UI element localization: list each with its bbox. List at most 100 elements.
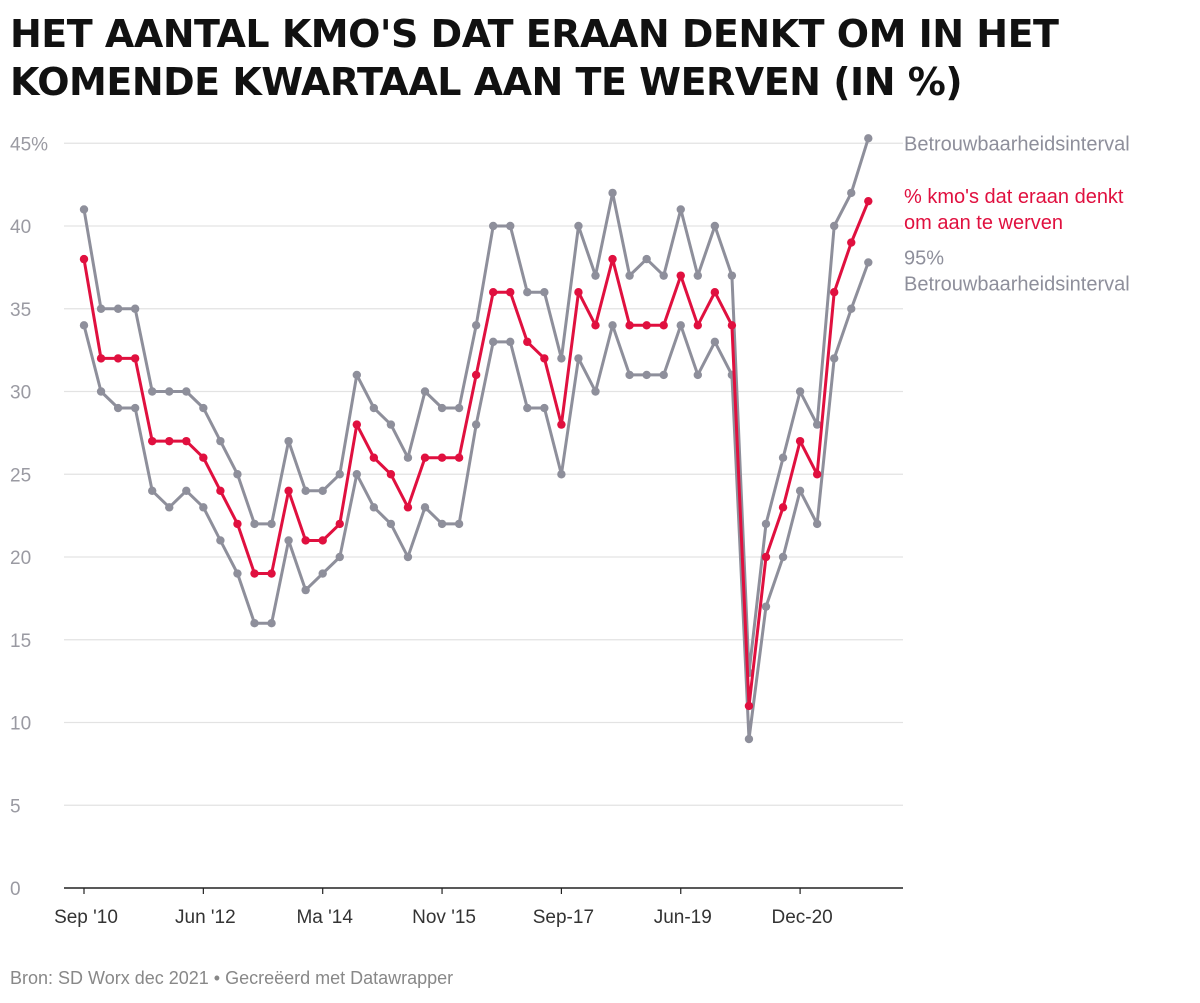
data-point bbox=[335, 552, 344, 562]
data-point bbox=[489, 221, 498, 231]
data-point bbox=[301, 486, 310, 495]
data-point bbox=[113, 403, 123, 413]
data-point bbox=[369, 453, 379, 462]
x-tick-label: Sep '10 bbox=[54, 907, 118, 928]
data-point bbox=[386, 519, 396, 529]
data-point bbox=[812, 420, 822, 429]
data-point bbox=[148, 436, 157, 446]
data-point bbox=[335, 519, 344, 529]
data-point bbox=[557, 354, 566, 363]
legend-label: 95% Betrouwbaarheidsinterval bbox=[904, 247, 1130, 295]
data-point bbox=[727, 321, 737, 330]
data-point bbox=[489, 337, 498, 347]
data-point bbox=[352, 370, 361, 380]
data-point bbox=[216, 436, 225, 446]
data-point bbox=[625, 271, 634, 280]
data-point bbox=[642, 321, 651, 330]
y-tick-label: 10 bbox=[10, 714, 31, 735]
data-point bbox=[267, 519, 276, 529]
x-tick-label: Jun '12 bbox=[175, 907, 236, 928]
data-point bbox=[864, 134, 873, 143]
data-point bbox=[864, 258, 873, 267]
data-point bbox=[778, 503, 788, 512]
data-point bbox=[79, 254, 89, 264]
data-point bbox=[335, 470, 344, 479]
data-point bbox=[130, 304, 140, 313]
series-0 bbox=[79, 134, 873, 678]
data-point bbox=[676, 321, 685, 330]
data-point bbox=[557, 470, 566, 479]
data-point bbox=[96, 387, 106, 396]
data-point bbox=[352, 420, 361, 429]
data-point bbox=[369, 403, 379, 413]
data-point bbox=[676, 205, 685, 214]
data-point bbox=[574, 288, 583, 297]
data-point bbox=[795, 436, 805, 446]
data-point bbox=[523, 403, 532, 413]
data-point bbox=[250, 569, 259, 578]
data-point bbox=[284, 536, 293, 545]
data-point bbox=[301, 585, 310, 595]
y-tick-label: 40 bbox=[10, 217, 31, 238]
data-point bbox=[233, 569, 242, 578]
data-point bbox=[557, 420, 566, 429]
data-point bbox=[574, 354, 583, 363]
data-point bbox=[284, 436, 293, 446]
y-tick-label: 30 bbox=[10, 383, 31, 404]
data-point bbox=[352, 470, 361, 479]
data-point bbox=[301, 536, 310, 545]
data-point bbox=[318, 569, 327, 578]
data-point bbox=[199, 503, 208, 512]
data-point bbox=[79, 205, 89, 214]
data-point bbox=[182, 436, 191, 446]
data-point bbox=[386, 470, 396, 479]
data-point bbox=[233, 519, 242, 529]
data-point bbox=[608, 188, 617, 198]
data-point bbox=[403, 552, 413, 562]
data-point bbox=[540, 403, 549, 413]
data-point bbox=[625, 321, 634, 330]
data-point bbox=[130, 403, 140, 413]
data-point bbox=[591, 321, 600, 330]
data-point bbox=[795, 387, 805, 396]
data-point bbox=[471, 370, 481, 380]
data-point bbox=[659, 321, 668, 330]
data-point bbox=[250, 619, 259, 628]
data-point bbox=[506, 221, 515, 231]
axes: 0 5 10 15 20 25 30 35 40 45% Sep '10 Jun '12 Ma '14 N… bbox=[10, 134, 903, 928]
data-point bbox=[437, 403, 447, 413]
data-point bbox=[693, 370, 702, 380]
data-point bbox=[608, 321, 617, 330]
data-point bbox=[79, 321, 89, 330]
gridlines bbox=[64, 142, 903, 806]
data-point bbox=[574, 221, 583, 231]
data-point bbox=[216, 486, 225, 495]
data-point bbox=[778, 453, 788, 462]
data-point bbox=[284, 486, 293, 495]
data-point bbox=[420, 387, 430, 396]
data-point bbox=[727, 271, 737, 280]
data-point bbox=[710, 288, 720, 297]
x-tick-label: Ma '14 bbox=[296, 907, 353, 928]
data-point bbox=[199, 453, 208, 462]
data-point bbox=[165, 387, 174, 396]
data-point bbox=[506, 337, 515, 347]
data-point bbox=[778, 552, 788, 562]
data-point bbox=[250, 519, 259, 529]
data-point bbox=[318, 486, 327, 495]
data-point bbox=[591, 271, 600, 280]
data-point bbox=[812, 519, 822, 529]
source-note: Bron: SD Worx dec 2021 • Gecreëerd met D… bbox=[10, 968, 454, 988]
data-point bbox=[96, 304, 106, 313]
x-tick-label: Nov '15 bbox=[412, 907, 476, 928]
data-point bbox=[165, 503, 174, 512]
data-point bbox=[591, 387, 600, 396]
chart-title: HET AANTAL KMO'S DAT ERAAN DENKT OM IN H… bbox=[10, 12, 1059, 104]
data-point bbox=[471, 420, 481, 429]
data-point bbox=[113, 304, 123, 313]
data-point bbox=[693, 321, 702, 330]
data-point bbox=[454, 403, 464, 413]
data-point bbox=[744, 701, 754, 711]
y-tick-label: 25 bbox=[10, 465, 31, 486]
data-point bbox=[847, 238, 856, 247]
